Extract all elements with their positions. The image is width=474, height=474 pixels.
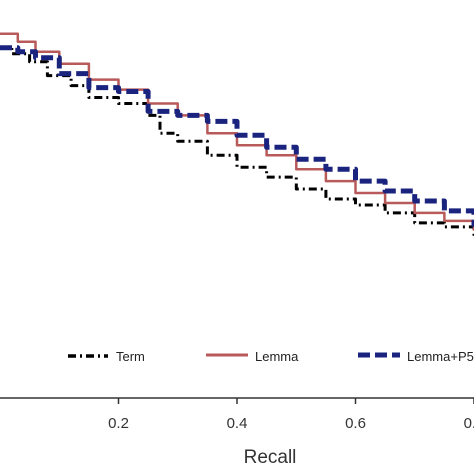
series-layer bbox=[0, 32, 474, 237]
x-ticks: 0.2 0.4 0.6 0.8 bbox=[108, 398, 474, 432]
x-tick-label: 0.6 bbox=[345, 415, 366, 432]
legend-label-lemma-p5: Lemma+P5 bbox=[407, 349, 474, 364]
legend: Term Lemma Lemma+P5 bbox=[68, 349, 474, 364]
x-tick-label: 0.8 bbox=[464, 415, 474, 432]
x-axis-title: Recall bbox=[244, 447, 297, 468]
series-line-lemma bbox=[0, 32, 474, 231]
legend-label-term: Term bbox=[116, 349, 145, 364]
x-tick-label: 0.2 bbox=[108, 415, 129, 432]
legend-label-lemma: Lemma bbox=[255, 349, 299, 364]
x-tick-label: 0.4 bbox=[227, 415, 248, 432]
series-line-term bbox=[0, 46, 474, 237]
series-line-lemma-p5 bbox=[0, 45, 474, 227]
